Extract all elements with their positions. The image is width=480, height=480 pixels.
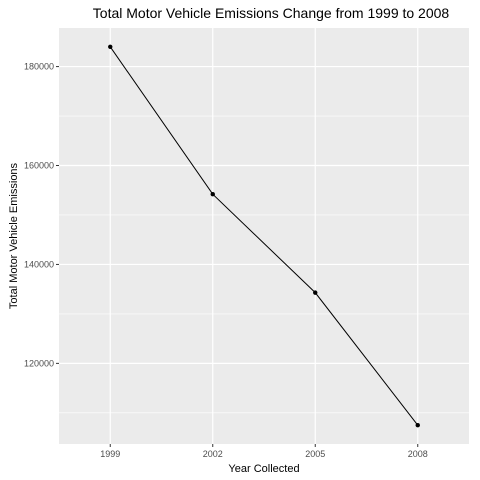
y-tick-label: 140000	[24, 259, 54, 269]
y-tick-label: 120000	[24, 358, 54, 368]
chart-title: Total Motor Vehicle Emissions Change fro…	[93, 5, 450, 21]
series-line	[109, 46, 419, 426]
y-tick-label: 160000	[24, 161, 54, 171]
minor-gridlines	[59, 115, 469, 414]
y-axis: 120000 140000 160000 180000	[24, 62, 59, 368]
major-gridlines	[59, 28, 469, 444]
x-tick-label: 2002	[203, 449, 223, 459]
y-tick-label: 180000	[24, 62, 54, 72]
x-tick-label: 1999	[100, 449, 120, 459]
x-axis-title: Year Collected	[228, 463, 299, 475]
y-axis-title: Total Motor Vehicle Emissions	[8, 162, 20, 309]
data-point	[108, 44, 113, 49]
x-axis: 1999 2002 2005 2008	[100, 444, 428, 459]
data-point	[415, 423, 420, 428]
x-tick-label: 2005	[305, 449, 325, 459]
x-tick-label: 2008	[408, 449, 428, 459]
series-layer	[108, 44, 420, 428]
plot-panel	[59, 28, 469, 444]
data-point	[210, 192, 215, 197]
data-point	[313, 290, 318, 295]
